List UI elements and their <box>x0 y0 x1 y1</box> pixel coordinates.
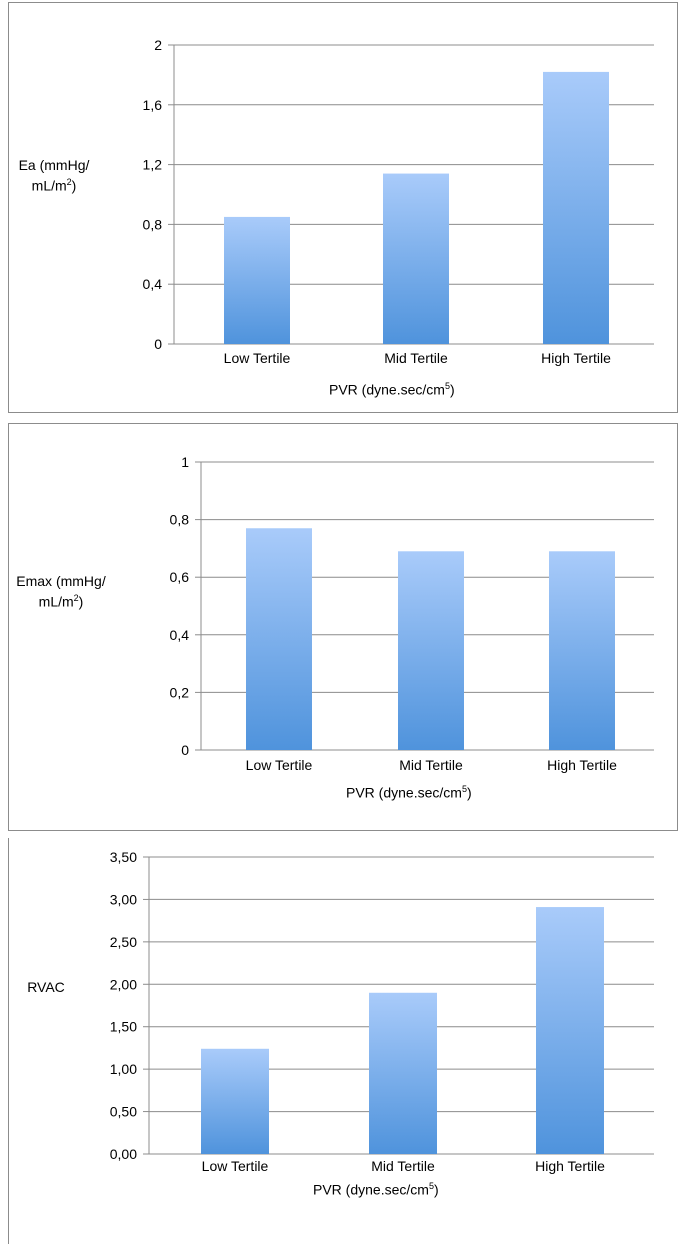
x-axis-label: PVR (dyne.sec/cm5) <box>346 781 472 802</box>
x-tick-label: High Tertile <box>541 350 611 366</box>
y-tick-label: 0 <box>154 336 162 352</box>
x-tick-label: High Tertile <box>535 1158 605 1174</box>
bar <box>383 173 449 344</box>
y-tick-label: 0,6 <box>170 569 190 585</box>
x-axis-label: PVR (dyne.sec/cm5) <box>329 378 455 399</box>
x-axis-label-end: ) <box>433 1181 439 1198</box>
chart-panel-emax: 0 0,2 0,4 0,6 0,8 1 Low Tertile Mid Tertile High… <box>8 423 678 831</box>
y-tick-label: 1,6 <box>143 97 163 113</box>
y-tick-label: 2 <box>154 37 162 53</box>
x-axis-label: PVR (dyne.sec/cm5) <box>313 1178 439 1199</box>
chart-rvac: 0,00 0,50 1,00 1,50 2,00 2,50 3,00 3,50 Low Tert… <box>110 849 654 1174</box>
y-tick-label: 2,00 <box>110 976 137 992</box>
x-axis-label-sup: 5 <box>428 1181 434 1191</box>
y-axis-label: Emax (mmHg/ mL/m2) <box>13 573 109 611</box>
x-axis-label-main: PVR (dyne.sec/cm <box>313 1181 429 1198</box>
x-axis-label-end: ) <box>449 381 455 398</box>
y-tick-label: 1,00 <box>110 1061 137 1077</box>
y-tick-label: 0,4 <box>143 276 163 292</box>
x-tick-label: Low Tertile <box>224 350 291 366</box>
y-axis-label-main: RVAC <box>27 979 65 995</box>
y-tick-label: 0,4 <box>170 627 190 643</box>
x-tick-label: Mid Tertile <box>399 757 463 773</box>
bar <box>398 551 464 750</box>
y-axis-label-end: ) <box>78 593 84 610</box>
x-tick-label: Mid Tertile <box>384 350 448 366</box>
y-axis-label-main: Ea (mmHg/ <box>18 157 90 173</box>
bar <box>224 216 290 344</box>
y-axis-label-main: Emax (mmHg/ <box>16 573 106 589</box>
bar <box>549 551 615 750</box>
chart-panel-rvac: 0,00 0,50 1,00 1,50 2,00 2,50 3,00 3,50 Low Tert… <box>8 838 678 1244</box>
y-axis-label-sup: 2 <box>66 177 72 187</box>
x-axis-label-sup: 5 <box>444 381 450 391</box>
bar <box>536 907 604 1154</box>
x-tick-label: Mid Tertile <box>371 1158 435 1174</box>
y-tick-label: 1,2 <box>143 157 163 173</box>
bar <box>246 528 312 750</box>
y-tick-label: 2,50 <box>110 934 137 950</box>
x-tick-label: Low Tertile <box>246 757 313 773</box>
x-axis-label-main: PVR (dyne.sec/cm <box>329 381 445 398</box>
y-tick-label: 0,50 <box>110 1104 137 1120</box>
chart-emax: 0 0,2 0,4 0,6 0,8 1 Low Tertile Mid Tertile High… <box>170 454 654 773</box>
y-tick-label: 1,50 <box>110 1019 137 1035</box>
y-axis-label-unit: mL/m <box>38 593 74 610</box>
y-tick-label: 0,8 <box>170 512 190 528</box>
bar <box>543 71 609 344</box>
x-tick-label: Low Tertile <box>202 1158 269 1174</box>
y-tick-label: 3,50 <box>110 849 137 865</box>
bar <box>201 1048 269 1154</box>
y-tick-label: 0,2 <box>170 684 190 700</box>
y-tick-label: 0 <box>181 742 189 758</box>
y-tick-label: 1 <box>181 454 189 470</box>
y-axis-label-unit: mL/m <box>31 177 67 194</box>
y-axis-label-sup: 2 <box>73 593 79 603</box>
x-tick-label: High Tertile <box>547 757 617 773</box>
y-axis-label: Ea (mmHg/ mL/m2) <box>13 157 95 195</box>
y-tick-label: 0,8 <box>143 216 163 232</box>
chart-ea: 0 0,4 0,8 1,2 1,6 2 Low Tertile Mid Tertile High… <box>143 37 654 366</box>
y-axis-label-end: ) <box>71 177 77 194</box>
y-tick-label: 3,00 <box>110 891 137 907</box>
chart-panel-ea: 0 0,4 0,8 1,2 1,6 2 Low Tertile Mid Tertile High… <box>8 2 678 413</box>
x-axis-label-sup: 5 <box>461 784 467 794</box>
y-tick-label: 0,00 <box>110 1146 137 1162</box>
y-axis-label: RVAC <box>21 979 71 996</box>
x-axis-label-main: PVR (dyne.sec/cm <box>346 784 462 801</box>
bar <box>369 992 437 1154</box>
x-axis-label-end: ) <box>466 784 472 801</box>
